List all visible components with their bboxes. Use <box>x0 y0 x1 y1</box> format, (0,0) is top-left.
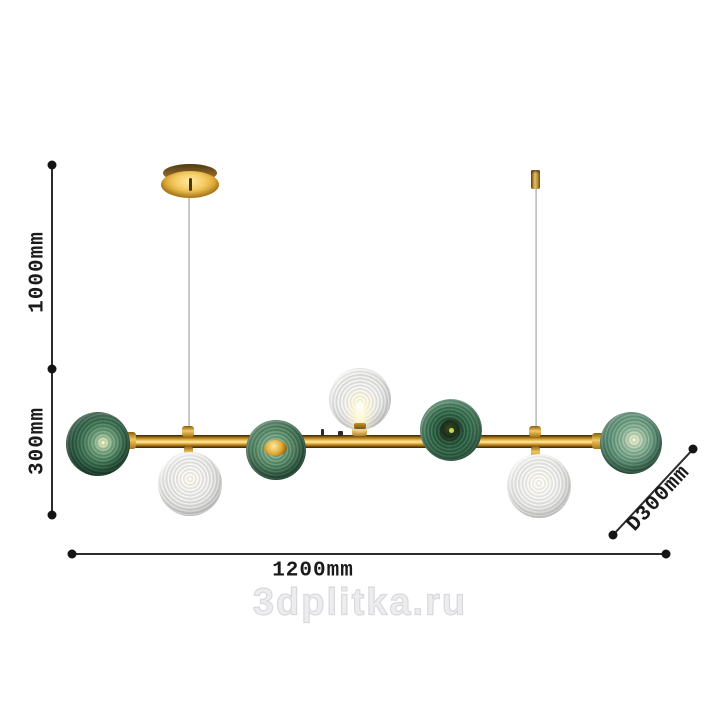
suspension-height-label: 1000mm <box>26 231 50 313</box>
dimension-endpoint-dot <box>47 160 56 170</box>
socket-dot <box>449 428 454 433</box>
canopy-slot <box>189 178 192 191</box>
wire-connector-right <box>529 426 541 437</box>
glass-globe-6-clear <box>507 454 571 518</box>
fixture-bar <box>127 435 601 448</box>
globe-stem-6 <box>531 446 540 459</box>
vertical-dimension-line <box>50 165 53 515</box>
glass-globe-2-clear <box>158 452 222 516</box>
bar-detail-tick <box>321 429 324 436</box>
glass-globe-5-green <box>420 399 482 461</box>
fixture-height-label: 300mm <box>26 406 50 476</box>
glass-globe-1-green <box>66 412 130 476</box>
dimension-endpoint-dot <box>661 549 671 558</box>
dimension-endpoint-dot <box>608 530 618 540</box>
bulb-socket <box>354 423 366 429</box>
dimension-endpoint-dot <box>67 549 77 558</box>
suspension-wire-right <box>535 189 537 432</box>
light-bulb <box>356 402 364 426</box>
globe-dark-hub <box>440 419 462 441</box>
wire-connector-left <box>182 426 194 437</box>
glass-globe-3-green <box>246 420 306 480</box>
bar-detail-tick <box>338 431 343 436</box>
suspension-wire-left <box>188 197 190 430</box>
ceiling-mount-right <box>531 170 540 189</box>
dimension-endpoint-dot <box>47 364 56 374</box>
horizontal-dimension-line <box>72 552 666 555</box>
fixture-width-label: 1200mm <box>272 559 354 583</box>
dimension-endpoint-dot <box>688 444 698 454</box>
glass-globe-4-clear <box>329 368 391 430</box>
globe-gold-hub <box>264 440 287 456</box>
glass-globe-7-green <box>600 412 662 474</box>
dimension-endpoint-dot <box>47 510 56 520</box>
site-watermark: 3dplitka.ru <box>252 581 468 624</box>
